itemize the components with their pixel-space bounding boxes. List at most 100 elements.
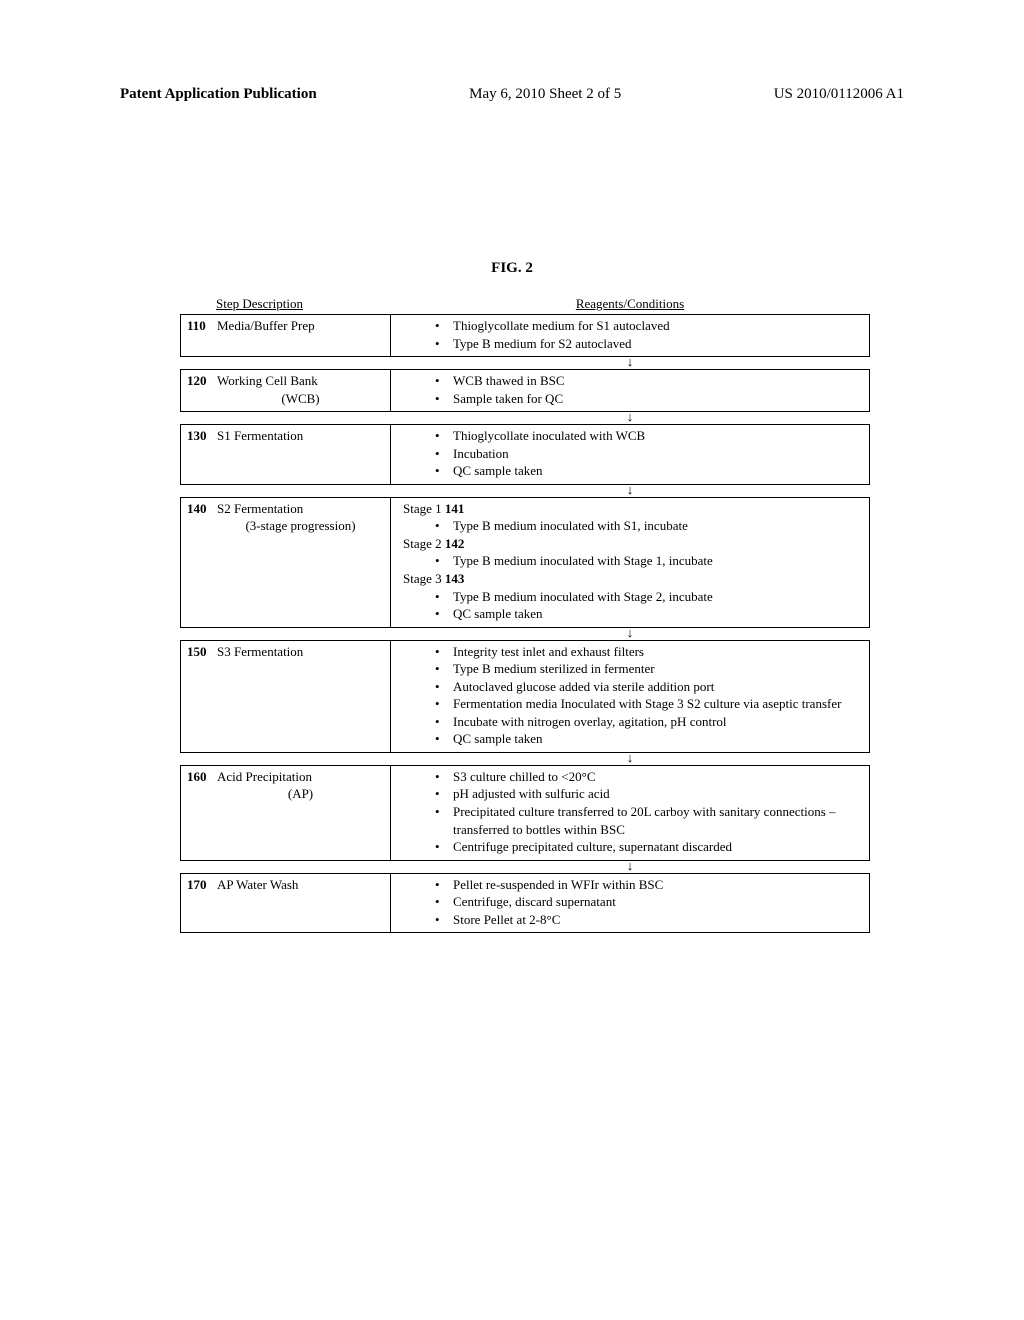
stage-name: Stage 2	[403, 536, 445, 551]
bullet-item: S3 culture chilled to <20°C	[435, 768, 861, 786]
bullet-list: Thioglycollate inoculated with WCBIncuba…	[399, 427, 861, 480]
step-reagents: WCB thawed in BSCSample taken for QC	[391, 370, 869, 411]
step-description: 140S2 Fermentation(3-stage progression)	[181, 498, 391, 627]
stage-number: 141	[445, 501, 465, 516]
stage-label: Stage 1 141	[399, 500, 861, 518]
bullet-list: WCB thawed in BSCSample taken for QC	[399, 372, 861, 407]
step-reagents: Thioglycollate inoculated with WCBIncuba…	[391, 425, 869, 484]
step-row: 130S1 FermentationThioglycollate inocula…	[180, 424, 870, 485]
header-center: May 6, 2010 Sheet 2 of 5	[469, 86, 621, 103]
column-headers: Step Description Reagents/Conditions	[180, 296, 870, 312]
flow-arrow: ↓	[180, 357, 870, 369]
bullet-item: Thioglycollate inoculated with WCB	[435, 427, 861, 445]
step-subtitle: (AP)	[217, 785, 384, 803]
bullet-item: Centrifuge, discard supernatant	[435, 893, 861, 911]
step-reagents: S3 culture chilled to <20°CpH adjusted w…	[391, 766, 869, 860]
step-description: 150S3 Fermentation	[181, 641, 391, 752]
step-number: 120	[187, 372, 217, 407]
bullet-item: WCB thawed in BSC	[435, 372, 861, 390]
header-right: US 2010/0112006 A1	[774, 86, 904, 103]
bullet-item: Autoclaved glucose added via sterile add…	[435, 678, 861, 696]
flow-arrow: ↓	[180, 628, 870, 640]
step-name: Acid Precipitation(AP)	[217, 768, 384, 856]
bullet-item: Type B medium inoculated with S1, incuba…	[435, 517, 861, 535]
stage-label: Stage 2 142	[399, 535, 861, 553]
bullet-item: Type B medium sterilized in fermenter	[435, 660, 861, 678]
step-row: 110Media/Buffer PrepThioglycollate mediu…	[180, 314, 870, 357]
bullet-item: Type B medium inoculated with Stage 1, i…	[435, 552, 861, 570]
step-number: 150	[187, 643, 217, 748]
bullet-list: Integrity test inlet and exhaust filters…	[399, 643, 861, 748]
flow-arrow: ↓	[180, 485, 870, 497]
bullet-item: Type B medium for S2 autoclaved	[435, 335, 861, 353]
step-name: AP Water Wash	[217, 876, 384, 929]
bullet-item: Thioglycollate medium for S1 autoclaved	[435, 317, 861, 335]
page-header: Patent Application Publication May 6, 20…	[0, 86, 1024, 103]
arrow-down-icon: ↓	[627, 412, 634, 422]
arrow-down-icon: ↓	[627, 485, 634, 495]
arrow-down-icon: ↓	[627, 753, 634, 763]
step-name: S2 Fermentation(3-stage progression)	[217, 500, 384, 623]
step-reagents: Integrity test inlet and exhaust filters…	[391, 641, 869, 752]
step-number: 110	[187, 317, 217, 352]
bullet-item: Sample taken for QC	[435, 390, 861, 408]
step-name: Working Cell Bank(WCB)	[217, 372, 384, 407]
arrow-down-icon: ↓	[627, 628, 634, 638]
bullet-list: Pellet re-suspended in WFIr within BSCCe…	[399, 876, 861, 929]
step-number: 130	[187, 427, 217, 480]
bullet-list: Type B medium inoculated with S1, incuba…	[399, 517, 861, 535]
bullet-item: Integrity test inlet and exhaust filters	[435, 643, 861, 661]
bullet-item: Pellet re-suspended in WFIr within BSC	[435, 876, 861, 894]
bullet-item: QC sample taken	[435, 462, 861, 480]
bullet-item: Store Pellet at 2-8°C	[435, 911, 861, 929]
bullet-item: QC sample taken	[435, 605, 861, 623]
bullet-list: Type B medium inoculated with Stage 2, i…	[399, 588, 861, 623]
col-header-reagents: Reagents/Conditions	[390, 296, 870, 312]
step-reagents: Thioglycollate medium for S1 autoclavedT…	[391, 315, 869, 356]
bullet-item: Type B medium inoculated with Stage 2, i…	[435, 588, 861, 606]
flow-arrow: ↓	[180, 861, 870, 873]
bullet-list: Type B medium inoculated with Stage 1, i…	[399, 552, 861, 570]
step-reagents: Stage 1 141Type B medium inoculated with…	[391, 498, 869, 627]
stage-name: Stage 3	[403, 571, 445, 586]
step-row: 160Acid Precipitation(AP)S3 culture chil…	[180, 765, 870, 861]
col-header-step: Step Description	[180, 296, 390, 312]
step-row: 150S3 FermentationIntegrity test inlet a…	[180, 640, 870, 753]
stage-name: Stage 1	[403, 501, 445, 516]
step-number: 160	[187, 768, 217, 856]
bullet-item: Incubation	[435, 445, 861, 463]
step-description: 160Acid Precipitation(AP)	[181, 766, 391, 860]
bullet-item: Precipitated culture transferred to 20L …	[435, 803, 861, 838]
bullet-item: Centrifuge precipitated culture, superna…	[435, 838, 861, 856]
step-description: 130S1 Fermentation	[181, 425, 391, 484]
step-row: 120Working Cell Bank(WCB)WCB thawed in B…	[180, 369, 870, 412]
arrow-down-icon: ↓	[627, 357, 634, 367]
step-reagents: Pellet re-suspended in WFIr within BSCCe…	[391, 874, 869, 933]
stage-number: 143	[445, 571, 465, 586]
step-name: S3 Fermentation	[217, 643, 384, 748]
step-subtitle: (WCB)	[217, 390, 384, 408]
step-description: 120Working Cell Bank(WCB)	[181, 370, 391, 411]
figure-title: FIG. 2	[0, 260, 1024, 277]
flow-arrow: ↓	[180, 412, 870, 424]
step-name: Media/Buffer Prep	[217, 317, 384, 352]
step-name: S1 Fermentation	[217, 427, 384, 480]
step-subtitle: (3-stage progression)	[217, 517, 384, 535]
step-description: 170AP Water Wash	[181, 874, 391, 933]
flow-arrow: ↓	[180, 753, 870, 765]
step-row: 170AP Water WashPellet re-suspended in W…	[180, 873, 870, 934]
step-number: 170	[187, 876, 217, 929]
arrow-down-icon: ↓	[627, 861, 634, 871]
bullet-item: Fermentation media Inoculated with Stage…	[435, 695, 861, 713]
bullet-item: QC sample taken	[435, 730, 861, 748]
bullet-item: Incubate with nitrogen overlay, agitatio…	[435, 713, 861, 731]
process-table: Step Description Reagents/Conditions 110…	[180, 296, 870, 933]
header-left: Patent Application Publication	[120, 86, 317, 103]
step-description: 110Media/Buffer Prep	[181, 315, 391, 356]
step-row: 140S2 Fermentation(3-stage progression)S…	[180, 497, 870, 628]
step-number: 140	[187, 500, 217, 623]
stage-number: 142	[445, 536, 465, 551]
bullet-list: S3 culture chilled to <20°CpH adjusted w…	[399, 768, 861, 856]
bullet-item: pH adjusted with sulfuric acid	[435, 785, 861, 803]
bullet-list: Thioglycollate medium for S1 autoclavedT…	[399, 317, 861, 352]
